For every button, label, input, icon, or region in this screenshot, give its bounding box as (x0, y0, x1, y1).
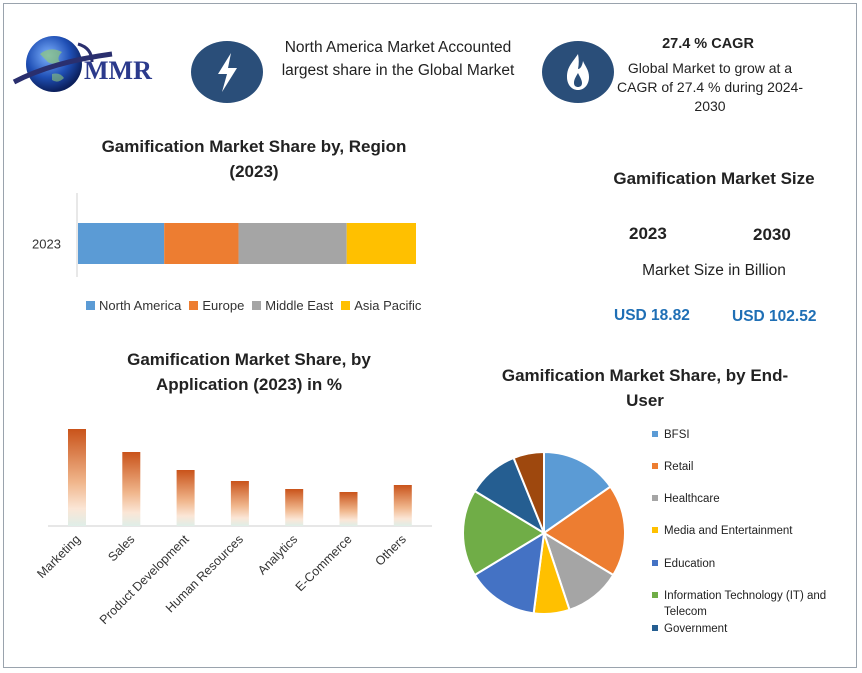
legend-label: Middle East (265, 298, 334, 313)
region-chart-title: Gamification Market Share by, Region (20… (101, 137, 407, 181)
region-legend-asia-pacific: Asia Pacific (341, 298, 421, 313)
cagr-text: Global Market to grow at a CAGR of 27.4 … (617, 60, 803, 114)
region-bar-asia-pacific (346, 223, 416, 264)
legend-label: Education (664, 558, 716, 570)
infographic-frame (3, 3, 857, 668)
enduser-legend-education: Education (652, 556, 840, 572)
market-size-year-2023: 2023 (629, 224, 667, 243)
pie-slice-information-technology-it-and-telecom (462, 489, 546, 577)
legend-swatch (652, 560, 658, 566)
region-bar-europe (164, 223, 239, 264)
legend-label: Retail (664, 461, 694, 473)
region-bar-middle-east (238, 223, 347, 264)
region-legend: North America Europe Middle East Asia Pacif… (86, 298, 429, 313)
enduser-legend-bfsi: BFSI (652, 427, 840, 443)
region-legend-middle-east: Middle East (252, 298, 333, 313)
application-tick-label: Others (372, 532, 408, 568)
market-size-value-2023: USD 18.82 (614, 307, 690, 324)
enduser-pie-chart (462, 450, 626, 615)
enduser-legend-healthcare: Healthcare (652, 491, 840, 507)
market-size-subtitle: Market Size in Billion (642, 262, 786, 279)
application-bar-product-development (176, 470, 195, 526)
application-bar-analytics (285, 489, 304, 526)
application-bar-sales (122, 452, 141, 526)
legend-swatch (652, 592, 658, 598)
region-bar-north-america (78, 223, 165, 264)
application-tick-label: Analytics (255, 532, 300, 577)
application-tick-label: E-Commerce (293, 532, 355, 594)
legend-label: Media and Entertainment (664, 525, 793, 537)
legend-swatch (652, 463, 658, 469)
mmr-logo: MMR (12, 24, 172, 94)
legend-swatch (189, 301, 199, 310)
legend-swatch (652, 431, 658, 437)
enduser-legend-government: Government (652, 621, 840, 637)
region-legend-europe: Europe (189, 298, 244, 313)
application-chart-title: Gamification Market Share, by Applicatio… (127, 350, 371, 394)
legend-label: Healthcare (664, 493, 720, 505)
application-bar-human-resources (230, 481, 249, 526)
legend-swatch (252, 301, 262, 310)
legend-label: Government (664, 623, 728, 635)
enduser-legend-media-and-entertainment: Media and Entertainment (652, 523, 840, 539)
legend-label: Europe (202, 298, 245, 313)
cagr-title: 27.4 % CAGR (662, 36, 754, 52)
legend-swatch (652, 495, 658, 501)
application-bar-marketing (68, 429, 86, 526)
application-tick-label: Product Development (97, 532, 192, 627)
application-bar-e-commerce (339, 492, 358, 526)
pie-slice-retail (542, 485, 626, 577)
logo-text: MMR (84, 56, 152, 85)
pie-slice-bfsi (543, 450, 612, 535)
legend-label: North America (99, 298, 182, 313)
application-tick-label: Sales (105, 532, 137, 564)
application-tick-label: Marketing (34, 532, 83, 581)
legend-swatch (341, 301, 351, 310)
market-size-year-2030: 2030 (753, 225, 791, 244)
globe-icon (12, 36, 113, 92)
pie-slice-education (473, 531, 546, 615)
legend-swatch (652, 527, 658, 533)
application-bar-others (393, 485, 412, 526)
lightning-icon (191, 41, 263, 103)
enduser-legend-information-technology-it-and-telecom: Information Technology (IT) and Telecom (652, 588, 840, 620)
region-legend-north-america: North America (86, 298, 181, 313)
region-stacked-bar-chart: 2023 (32, 193, 416, 277)
market-size-value-2030: USD 102.52 (732, 308, 817, 325)
region-category-label: 2023 (32, 237, 61, 252)
north-america-highlight: North America Market Accounted largest s… (281, 39, 515, 79)
market-size-title: Gamification Market Size (613, 169, 815, 188)
enduser-legend-retail: Retail (652, 459, 840, 475)
legend-swatch (86, 301, 95, 310)
legend-label: BFSI (664, 429, 690, 441)
pie-slice-others (512, 450, 545, 534)
legend-label: Asia Pacific (354, 298, 422, 313)
legend-swatch (652, 625, 658, 631)
enduser-chart-title: Gamification Market Share, by End-User (501, 366, 789, 410)
legend-label: Information Technology (IT) and Telecom (664, 590, 827, 618)
fire-icon (542, 41, 614, 103)
